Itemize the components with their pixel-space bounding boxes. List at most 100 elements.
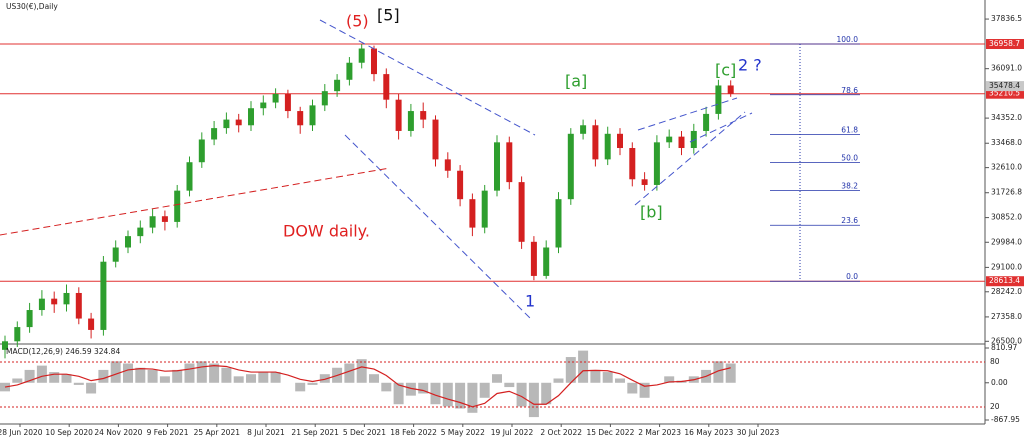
macd-bar <box>344 363 355 383</box>
macd-bar <box>369 374 379 383</box>
annotation: [5] <box>377 6 400 25</box>
macd-bar <box>110 361 121 383</box>
candle-body <box>297 111 304 126</box>
macd-bar <box>615 378 625 383</box>
y-tick-label: 27358.0 <box>991 312 1022 321</box>
macd-bar <box>184 363 195 383</box>
candle-body <box>457 170 464 200</box>
x-tick-label: 21 Sep 2021 <box>291 428 339 437</box>
candle-body <box>518 182 525 242</box>
x-tick-label: 19 Jul 2022 <box>491 428 534 437</box>
annotation: 1 <box>525 292 535 311</box>
candle-body <box>198 139 205 163</box>
macd-bar <box>430 382 441 405</box>
macd-bar <box>270 372 281 383</box>
macd-bar <box>49 372 60 383</box>
candle-body <box>260 102 267 109</box>
macd-bar <box>455 382 466 409</box>
y-tick-label: 0.00 <box>991 378 1008 387</box>
x-tick-label: 30 Jul 2023 <box>737 428 780 437</box>
macd-bar <box>147 369 158 383</box>
x-tick-label: 18 Feb 2022 <box>390 428 437 437</box>
candle-body <box>223 119 230 129</box>
macd-label: MACD(12,26,9) 246.59 324.84 <box>6 347 120 356</box>
y-tick-label: 28242.0 <box>991 287 1022 296</box>
x-tick-label: 5 Dec 2021 <box>343 428 386 437</box>
macd-bar <box>36 365 47 383</box>
macd-bar <box>209 363 220 383</box>
candle-body <box>100 261 107 330</box>
macd-bar <box>479 382 490 398</box>
y-tick-label: -867.95 <box>991 415 1020 424</box>
candle-body <box>494 142 500 191</box>
macd-bar <box>541 382 552 405</box>
macd-bar <box>61 374 72 383</box>
macd-bar <box>24 369 35 383</box>
y-tick-label: 36091.0 <box>991 64 1022 73</box>
price-box <box>986 88 1024 99</box>
candle-body <box>38 298 45 311</box>
price-label: 35210.5 <box>989 89 1020 98</box>
macd-bar <box>528 382 539 418</box>
x-tick-label: 25 Apr 2021 <box>194 428 241 437</box>
x-tick-label: 16 May 2023 <box>684 428 733 437</box>
macd-bar <box>565 357 576 383</box>
candle-body <box>506 142 513 183</box>
candle-body <box>641 179 648 185</box>
macd-bar <box>381 382 392 392</box>
y-tick-label: 31726.8 <box>991 188 1022 197</box>
fib-label: 78.6 <box>841 86 858 95</box>
fib-label: 38.2 <box>841 182 858 191</box>
candle-body <box>690 130 697 149</box>
x-tick-label: 8 Jul 2021 <box>247 428 285 437</box>
macd-bar <box>258 372 269 383</box>
chart-title: US30(€),Daily <box>6 2 58 11</box>
candle-body <box>125 236 131 248</box>
candle-body <box>420 111 427 120</box>
candle-body <box>629 148 636 180</box>
annotation: DOW daily. <box>283 222 370 241</box>
candle-body <box>88 318 95 330</box>
macd-bar <box>492 374 502 383</box>
macd-bar <box>664 376 675 383</box>
candle-body <box>727 85 734 94</box>
candle-body <box>395 99 402 131</box>
x-tick-label: 28 Jun 2020 <box>0 428 43 437</box>
marks <box>0 43 985 418</box>
candle-body <box>272 94 279 103</box>
y-tick-label: 810.97 <box>991 343 1017 352</box>
macd-bar <box>73 382 84 385</box>
macd-bar <box>713 361 724 383</box>
x-tick-label: 15 Dec 2022 <box>586 428 634 437</box>
candle-body <box>51 298 58 305</box>
macd-bar <box>639 382 650 398</box>
candle-body <box>137 227 144 237</box>
macd-bar <box>725 363 736 383</box>
candle-body <box>2 341 8 350</box>
price-label: 28613.4 <box>989 276 1020 285</box>
candle-body <box>284 94 291 112</box>
y-tick-label: 34352.0 <box>991 113 1022 122</box>
candle-body <box>715 85 722 114</box>
candle-body <box>666 136 673 143</box>
x-tick-label: 2 Oct 2022 <box>540 428 582 437</box>
x-tick-label: 2 Mar 2023 <box>638 428 681 437</box>
candle-body <box>481 190 488 228</box>
fib-label: 23.6 <box>841 216 858 225</box>
fib-label: 61.8 <box>841 126 858 135</box>
macd-bar <box>123 363 133 383</box>
candle-body <box>703 113 710 131</box>
candle-body <box>211 128 218 140</box>
price-box <box>986 81 1024 92</box>
annotation: 2 ? <box>738 56 762 75</box>
price-box <box>986 276 1024 287</box>
macd-bar <box>553 378 564 383</box>
candle-body <box>309 105 316 126</box>
candle-body <box>604 133 611 160</box>
fib-label: 0.0 <box>846 272 858 281</box>
y-tick-label: 29100.0 <box>991 262 1022 271</box>
macd-bar <box>467 382 478 413</box>
candle-body <box>530 241 537 276</box>
